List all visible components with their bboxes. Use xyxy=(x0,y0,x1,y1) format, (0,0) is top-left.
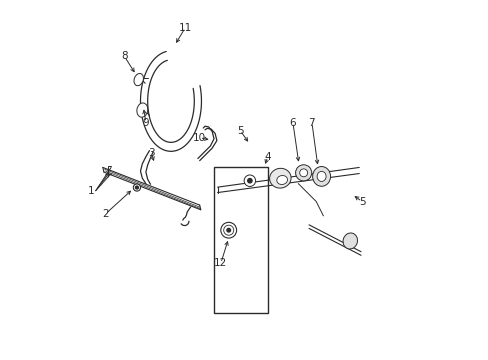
Circle shape xyxy=(221,222,236,238)
Ellipse shape xyxy=(295,165,311,181)
Text: 6: 6 xyxy=(289,118,296,128)
Text: 1: 1 xyxy=(87,186,94,196)
Bar xyxy=(214,167,267,313)
Text: 12: 12 xyxy=(214,258,227,268)
Ellipse shape xyxy=(134,73,143,86)
Text: 2: 2 xyxy=(102,209,108,219)
Text: 9: 9 xyxy=(142,118,149,128)
Ellipse shape xyxy=(317,171,325,181)
Text: 5: 5 xyxy=(358,197,365,207)
Text: 10: 10 xyxy=(193,133,206,143)
Circle shape xyxy=(223,225,233,235)
Text: 11: 11 xyxy=(178,23,192,33)
Text: 4: 4 xyxy=(264,152,270,162)
Ellipse shape xyxy=(137,103,147,117)
Text: 5: 5 xyxy=(236,126,243,135)
Ellipse shape xyxy=(276,175,287,185)
Text: 7: 7 xyxy=(308,118,315,128)
Ellipse shape xyxy=(269,168,290,188)
Ellipse shape xyxy=(312,167,330,186)
Circle shape xyxy=(135,186,138,189)
Ellipse shape xyxy=(343,233,357,249)
Circle shape xyxy=(226,228,230,232)
Text: 3: 3 xyxy=(148,148,154,158)
Circle shape xyxy=(244,175,255,186)
Circle shape xyxy=(133,184,140,191)
Text: 8: 8 xyxy=(121,51,127,61)
Ellipse shape xyxy=(299,169,307,177)
Circle shape xyxy=(247,179,251,183)
